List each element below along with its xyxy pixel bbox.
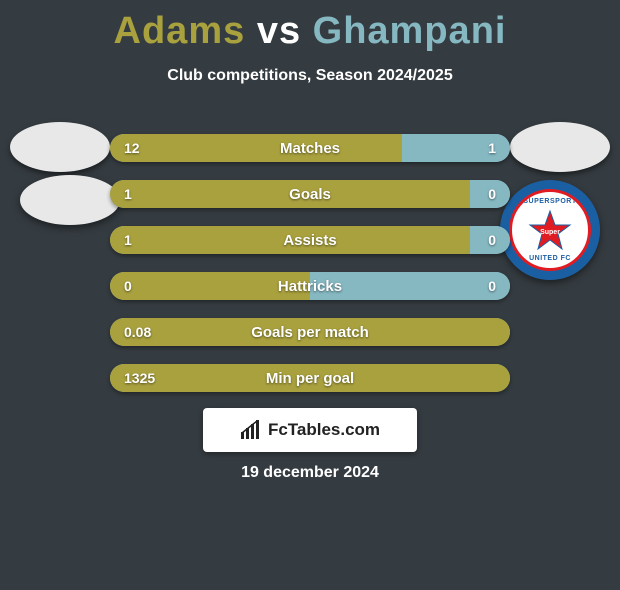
stat-label: Matches [110,134,510,162]
player2-avatar [510,122,610,172]
stat-label: Hattricks [110,272,510,300]
subtitle: Club competitions, Season 2024/2025 [0,67,620,85]
player2-club-crest: SUPERSPORT Super UNITED FC [500,180,600,280]
crest-inner: SUPERSPORT Super UNITED FC [509,189,591,271]
stat-label: Goals [110,180,510,208]
svg-text:Super: Super [540,229,560,236]
title-player2: Ghampani [313,10,507,52]
stat-row: 00Hattricks [110,272,510,300]
stat-row: 121Matches [110,134,510,162]
stat-label: Assists [110,226,510,254]
stat-row: 1325Min per goal [110,364,510,392]
footer-date: 19 december 2024 [0,464,620,482]
crest-text-bottom: UNITED FC [512,255,588,262]
player1-avatar [10,122,110,172]
title-vs: vs [257,10,301,52]
crest-star-icon: Super [528,208,572,252]
title-player1: Adams [114,10,246,52]
player1-club-crest [20,175,120,225]
brand-badge: FcTables.com [203,408,417,452]
page-title: Adams vs Ghampani [0,10,620,53]
stats-bars: 121Matches 10Goals 10Assists 00Hattricks 0.0… [110,134,510,410]
brand-text: FcTables.com [268,420,380,440]
stat-row: 0.08Goals per match [110,318,510,346]
stat-label: Min per goal [110,364,510,392]
stat-label: Goals per match [110,318,510,346]
crest-text-top: SUPERSPORT [512,198,588,205]
brand-chart-icon [240,420,262,440]
stat-row: 10Assists [110,226,510,254]
stat-row: 10Goals [110,180,510,208]
